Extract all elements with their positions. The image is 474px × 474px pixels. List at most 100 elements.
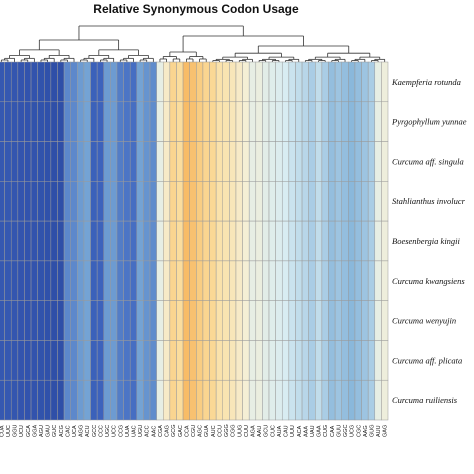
column-label: UUU xyxy=(290,425,296,437)
heatmap-cell xyxy=(189,260,197,301)
heatmap-cell xyxy=(295,340,303,381)
heatmap-cell xyxy=(308,220,316,262)
column-label: GCA xyxy=(26,425,32,437)
heatmap-cell xyxy=(143,340,151,381)
heatmap-cell xyxy=(70,379,78,421)
heatmap-cell xyxy=(156,260,164,301)
heatmap-cell xyxy=(222,260,230,301)
heatmap-cell xyxy=(281,61,290,103)
heatmap-cell xyxy=(242,379,250,421)
heatmap-cell xyxy=(103,141,111,182)
heatmap-cell xyxy=(182,340,190,381)
heatmap-cell xyxy=(24,300,32,341)
heatmap-cell xyxy=(235,181,243,222)
heatmap-cell xyxy=(189,141,197,182)
row-label: Curcuma kwangsiens xyxy=(392,276,465,286)
heatmap-cell xyxy=(275,220,283,262)
column-label: CAC xyxy=(65,425,71,437)
heatmap-cell xyxy=(381,141,389,182)
heatmap-cell xyxy=(374,379,382,421)
heatmap-cell xyxy=(10,181,19,222)
heatmap-cell xyxy=(262,300,270,341)
heatmap-cell xyxy=(169,260,177,301)
heatmap-cell xyxy=(70,101,78,142)
heatmap-cell xyxy=(129,101,138,142)
heatmap-cell xyxy=(235,61,243,103)
heatmap-cell xyxy=(328,101,336,142)
heatmap-cell xyxy=(308,141,316,182)
heatmap-cell xyxy=(315,181,323,222)
heatmap-cell xyxy=(281,220,290,262)
row-label: Curcuma aff. singula xyxy=(392,156,464,166)
column-label: GCC xyxy=(92,425,98,437)
heatmap-cell xyxy=(143,141,151,182)
heatmap-cell xyxy=(156,61,164,103)
heatmap-cell xyxy=(281,141,290,182)
heatmap-cell xyxy=(288,101,296,142)
heatmap-cell xyxy=(110,101,118,142)
column-label: AGC xyxy=(198,425,204,437)
heatmap-cell xyxy=(255,61,263,103)
heatmap-cell xyxy=(96,340,105,381)
heatmap-cell xyxy=(37,101,45,142)
heatmap-cell xyxy=(163,101,171,142)
heatmap-cell xyxy=(4,141,12,182)
heatmap-cell xyxy=(50,141,58,182)
heatmap-cell xyxy=(334,101,342,142)
heatmap-cell xyxy=(77,141,85,182)
heatmap-cell xyxy=(374,340,382,381)
heatmap-cell xyxy=(328,300,336,341)
heatmap-cell xyxy=(136,260,144,301)
heatmap-cell xyxy=(63,260,71,301)
heatmap-cell xyxy=(169,300,177,341)
heatmap-cell xyxy=(182,260,190,301)
heatmap-cell xyxy=(374,260,382,301)
column-label: CCG xyxy=(118,425,124,437)
heatmap-cell xyxy=(123,101,131,142)
heatmap-cell xyxy=(215,101,223,142)
heatmap-cell xyxy=(189,181,197,222)
heatmap-cell xyxy=(110,300,118,341)
heatmap-cell xyxy=(381,61,389,103)
heatmap-cell xyxy=(262,141,270,182)
heatmap-cell xyxy=(123,181,131,222)
column-label: CCC xyxy=(98,425,104,437)
heatmap-cell xyxy=(163,141,171,182)
heatmap-cell xyxy=(0,101,5,142)
heatmap-cell xyxy=(348,379,356,421)
heatmap-cell xyxy=(50,260,58,301)
heatmap-cell xyxy=(222,220,230,262)
column-label: GAU xyxy=(46,425,52,437)
heatmap-cell xyxy=(374,300,382,341)
heatmap-cell xyxy=(63,300,71,341)
heatmap-cell xyxy=(209,220,217,262)
heatmap-cell xyxy=(44,181,52,222)
column-label: UAU xyxy=(310,425,316,437)
heatmap-cell xyxy=(295,101,303,142)
heatmap-cell xyxy=(149,300,157,341)
heatmap-cell xyxy=(77,260,85,301)
heatmap-cell xyxy=(24,220,32,262)
heatmap-cell xyxy=(83,181,91,222)
heatmap-cell xyxy=(44,101,52,142)
heatmap-cell xyxy=(248,220,257,262)
heatmap-cell xyxy=(4,300,12,341)
heatmap-cell xyxy=(334,260,342,301)
heatmap-cell xyxy=(10,340,19,381)
heatmap-cell xyxy=(328,379,336,421)
heatmap-cells xyxy=(0,61,389,421)
heatmap-cell xyxy=(242,340,250,381)
heatmap-cell xyxy=(44,220,52,262)
heatmap-cell xyxy=(63,101,71,142)
heatmap-cell xyxy=(341,61,349,103)
heatmap-cell xyxy=(308,300,316,341)
heatmap-cell xyxy=(348,61,356,103)
heatmap-cell xyxy=(57,220,65,262)
heatmap-cell xyxy=(255,141,263,182)
column-label: UCU xyxy=(19,425,25,437)
heatmap-cell xyxy=(301,61,309,103)
heatmap-cell xyxy=(301,220,309,262)
heatmap-cell xyxy=(301,141,309,182)
heatmap-cell xyxy=(10,379,19,421)
heatmap-cell xyxy=(328,61,336,103)
